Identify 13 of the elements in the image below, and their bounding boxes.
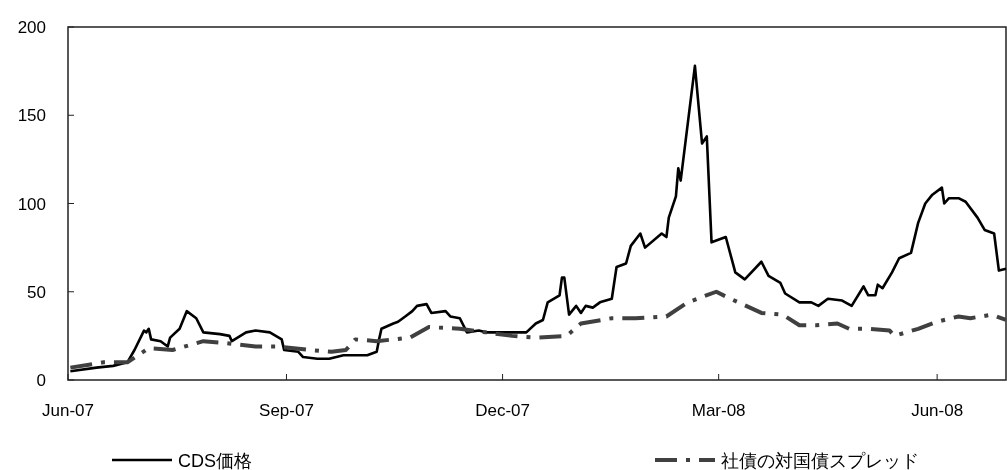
x-tick-label: Sep-07 <box>259 401 314 420</box>
x-tick-label: Mar-08 <box>691 401 746 420</box>
y-tick-label: 200 <box>17 18 46 37</box>
y-tick-label: 150 <box>17 106 46 126</box>
y-tick-label: 0 <box>36 371 46 390</box>
x-tick-label: Jun-07 <box>42 401 94 420</box>
legend-label: 社債の対国債スプレッド <box>721 451 919 470</box>
plot: 0 50 100 150 200 Jun-07 Sep-07 Dec-07 Mar-08 Jun-08 <box>17 18 1007 420</box>
y-tick-label: 50 <box>27 282 46 302</box>
y-tick-label: 100 <box>17 194 46 214</box>
x-tick-label: Jun-08 <box>911 401 964 420</box>
legend-label: CDS価格 <box>178 451 253 470</box>
x-tick-label: Dec-07 <box>475 401 530 420</box>
